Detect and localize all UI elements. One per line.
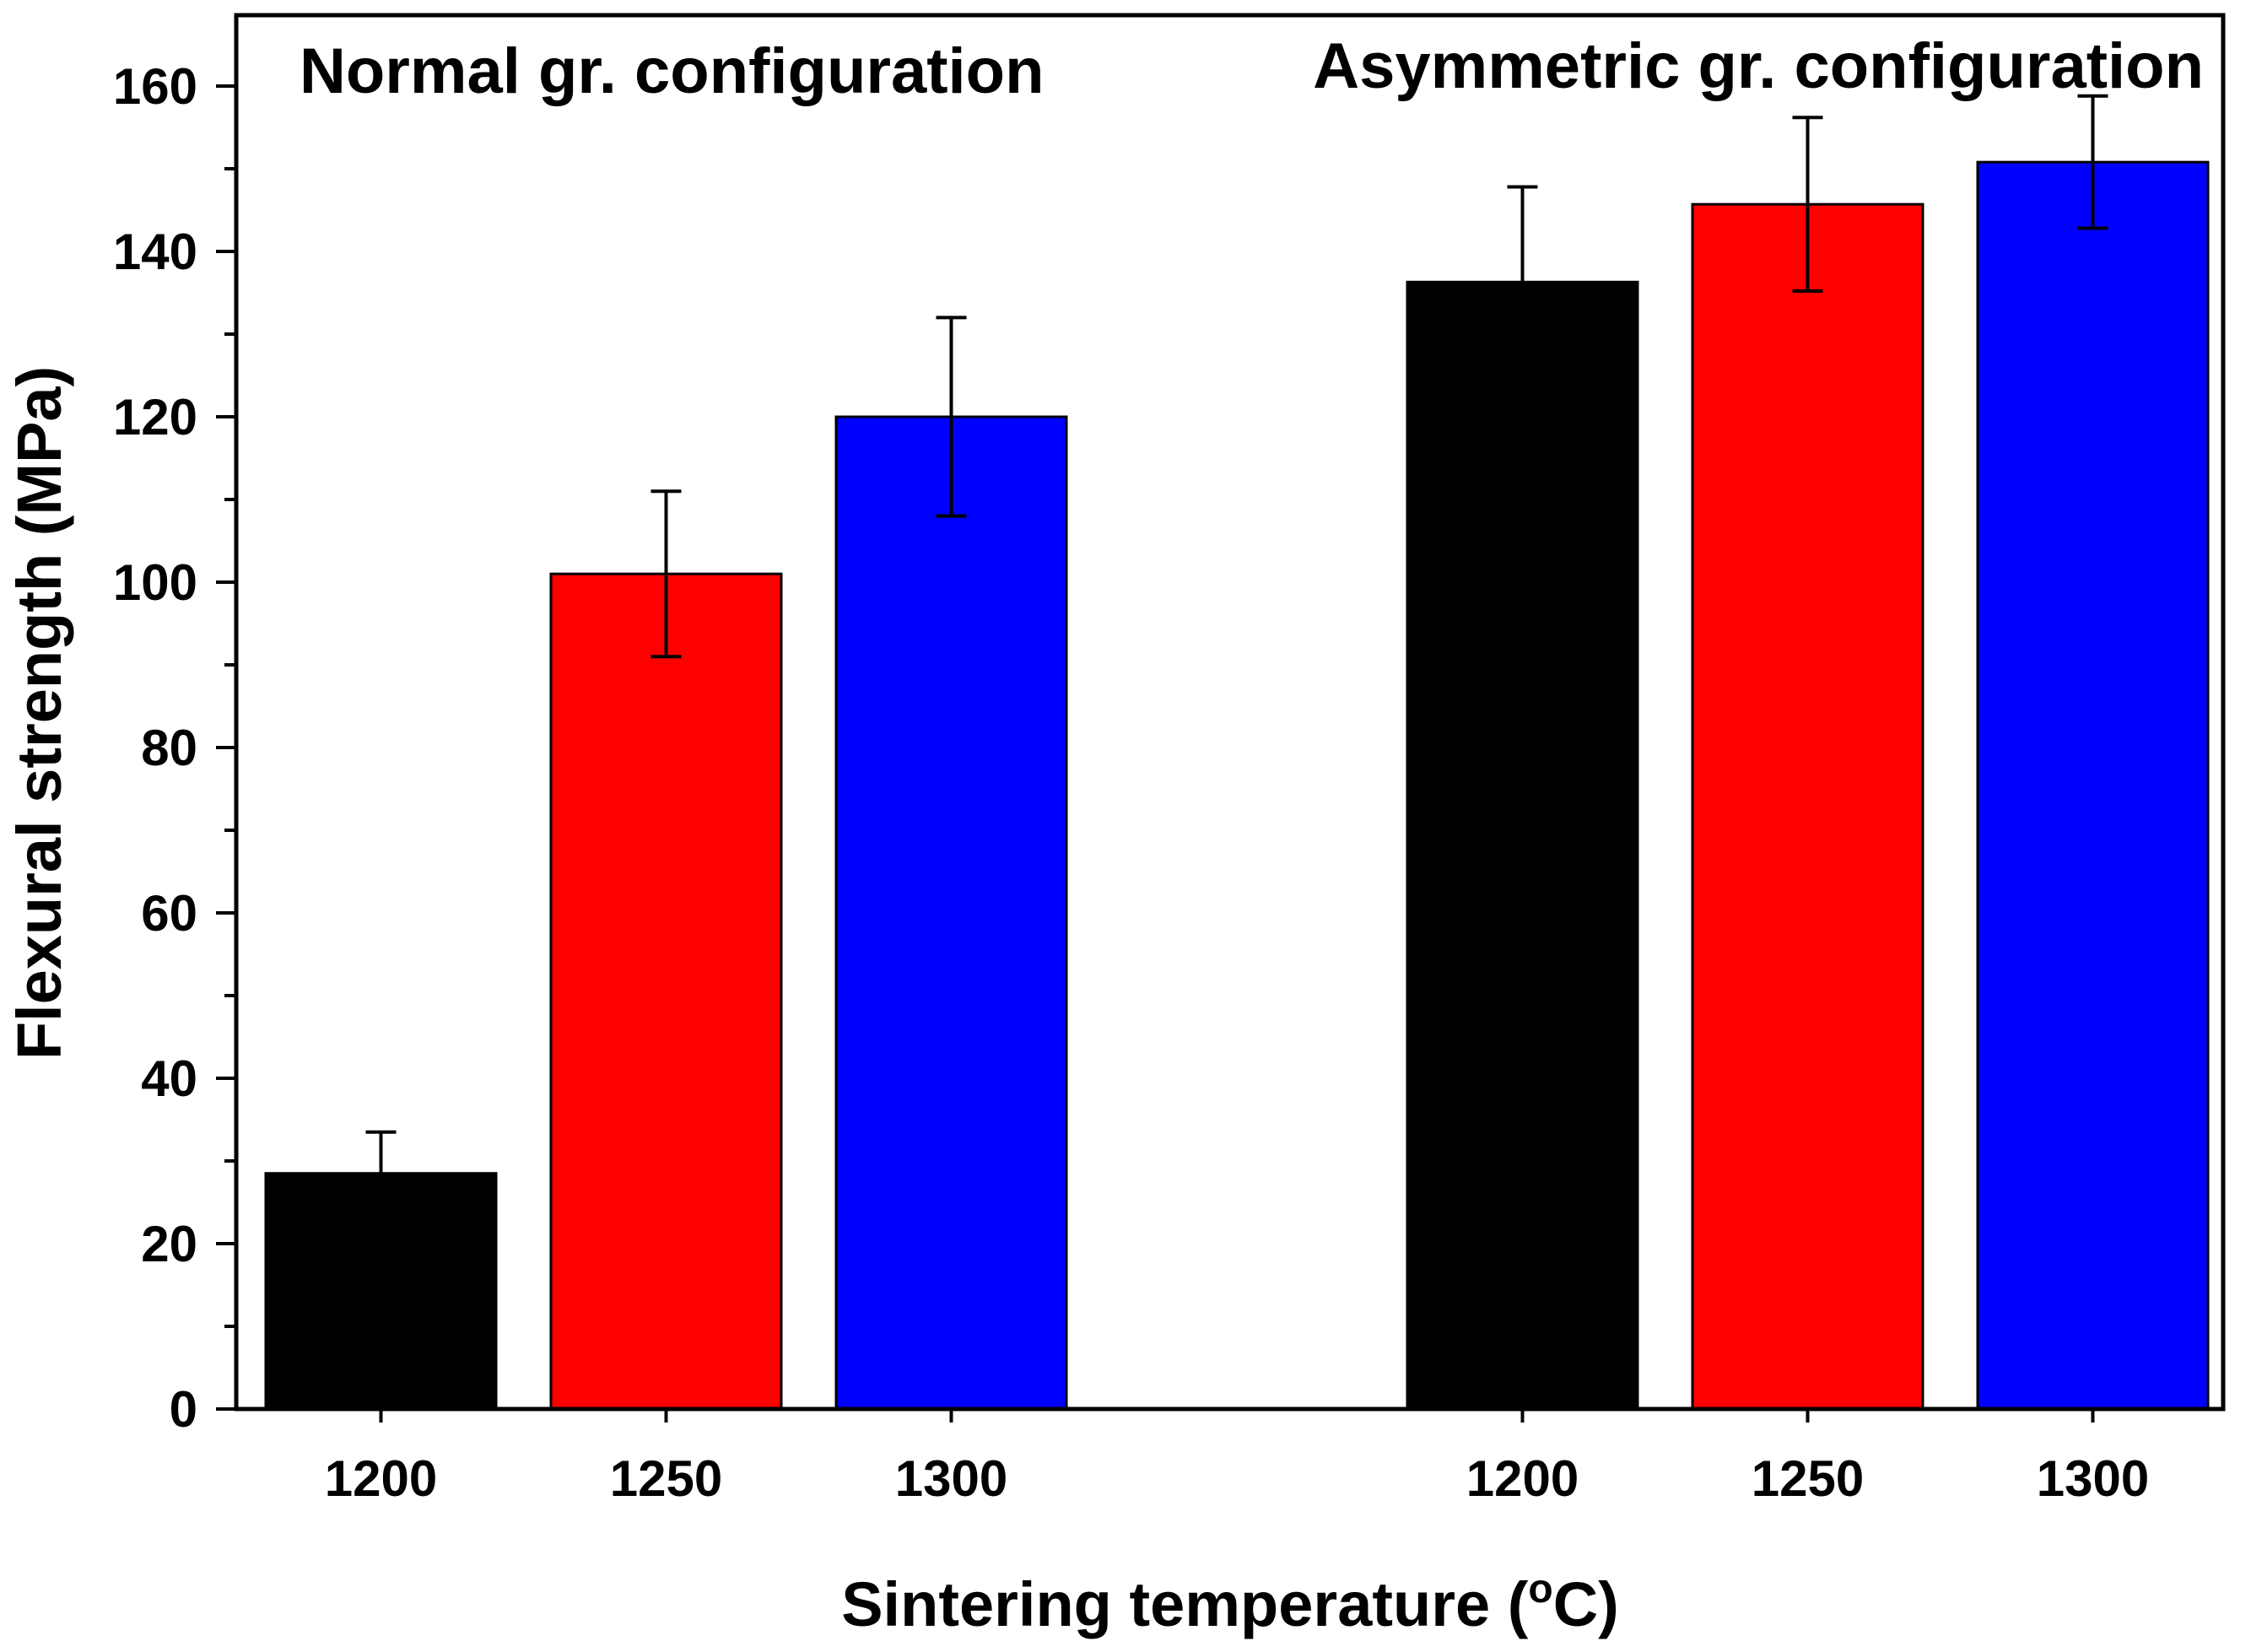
- plot-frame: [234, 13, 2226, 1412]
- error-bars-layer: [365, 94, 2108, 1217]
- y-axis-title: Flexural strength (MPa): [4, 366, 74, 1060]
- bar-g1-1250: [1691, 202, 1924, 1411]
- x-tick-label-g1-1250: 1250: [1752, 1450, 1864, 1507]
- group-label-normal: Normal gr. configuration: [300, 35, 1045, 107]
- y-tick-label-140: 140: [113, 224, 197, 280]
- y-tick-label-60: 60: [141, 885, 197, 942]
- group-label-asymmetric: Asymmetric gr. configuration: [1313, 30, 2204, 102]
- y-tick-label-0: 0: [170, 1381, 197, 1438]
- bar-g0-1250: [549, 572, 783, 1411]
- y-tick-label-100: 100: [113, 554, 197, 611]
- y-ticks-layer: 0 20 40 60 80 100 120 140 160: [113, 58, 2095, 1438]
- x-axis-title-main: Sintering temperature (: [841, 1569, 1529, 1639]
- x-tick-labels-layer: 1200 1250 1300 1200 1250 1300: [325, 1450, 2149, 1507]
- x-axis-title-unit: C): [1553, 1569, 1619, 1639]
- y-tick-label-20: 20: [141, 1216, 197, 1272]
- bar-g0-1300: [834, 415, 1068, 1411]
- x-tick-label-g0-1300: 1300: [895, 1450, 1007, 1507]
- x-axis-title-superscript: o: [1528, 1567, 1552, 1612]
- x-tick-label-g0-1200: 1200: [325, 1450, 437, 1507]
- bar-g1-1200: [1406, 280, 1639, 1411]
- y-tick-label-120: 120: [113, 389, 197, 445]
- y-tick-label-80: 80: [141, 720, 197, 776]
- x-tick-label-g1-1200: 1200: [1466, 1450, 1579, 1507]
- y-tick-label-160: 160: [113, 58, 197, 115]
- x-axis-title: Sintering temperature (oC): [841, 1567, 1619, 1639]
- x-tick-label-g0-1250: 1250: [610, 1450, 722, 1507]
- bars-layer: [264, 160, 2210, 1411]
- bar-g1-1300: [1976, 160, 2210, 1411]
- x-tick-label-g1-1300: 1300: [2037, 1450, 2149, 1507]
- y-tick-label-40: 40: [141, 1050, 197, 1107]
